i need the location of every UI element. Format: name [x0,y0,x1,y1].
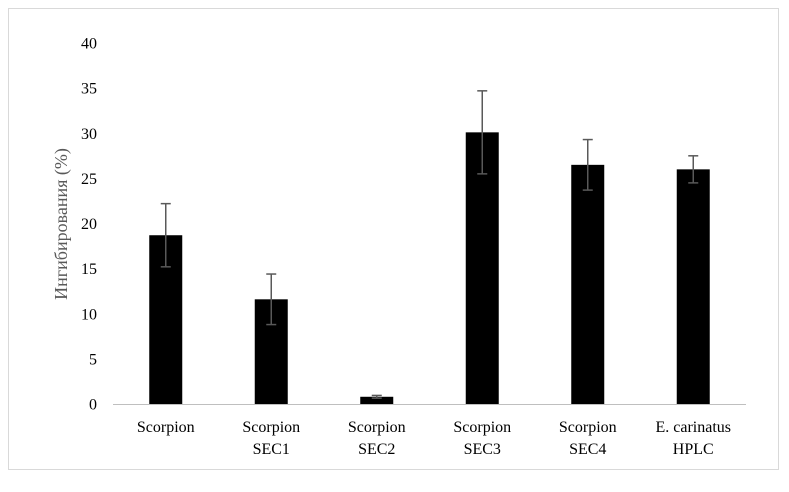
error-bar [688,155,699,184]
x-tick-label-line: Scorpion [137,419,195,436]
error-bar [160,202,171,268]
x-tick-label-line: Scorpion [559,419,617,436]
chart-area [8,8,779,470]
bar [676,169,710,404]
x-tick-label-line: HPLC [673,441,714,458]
y-tick-label: 35 [81,81,97,98]
x-tick-label: Scorpion SEC2 [348,419,406,458]
bar [571,164,605,404]
y-axis-label: Ингибирования (%) [51,148,72,300]
x-tick-label: Scorpion SEC4 [559,419,617,458]
x-tick-label-line: E. carinatus [655,419,731,436]
x-tick-label-line: Scorpion [453,419,511,436]
x-tick-label-line: SEC4 [569,441,606,458]
y-tick-label: 10 [81,306,97,323]
bar [360,396,394,404]
x-tick-label-line: SEC2 [358,441,395,458]
error-bar [266,273,277,326]
x-tick-label: Scorpion SEC3 [453,419,511,458]
y-tick-label: 15 [81,261,97,278]
y-tick-label: 0 [89,397,97,414]
x-tick-label-line: SEC3 [464,441,501,458]
error-bar [582,138,593,191]
y-tick-label: 30 [81,126,97,143]
y-tick-label: 40 [81,36,97,53]
bar [465,132,499,404]
y-tick-label: 25 [81,171,97,188]
x-tick-label-line: Scorpion [348,419,406,436]
error-bar [477,90,488,175]
x-tick-label: Scorpion SEC1 [242,419,300,458]
x-tick-label: E. carinatus HPLC [655,419,731,458]
x-tick-label: Scorpion [137,419,195,436]
error-bar [371,394,382,399]
y-tick-label: 5 [89,351,97,368]
x-tick-label-line: Scorpion [242,419,300,436]
y-tick-label: 20 [81,216,97,233]
x-tick-label-line: SEC1 [253,441,290,458]
